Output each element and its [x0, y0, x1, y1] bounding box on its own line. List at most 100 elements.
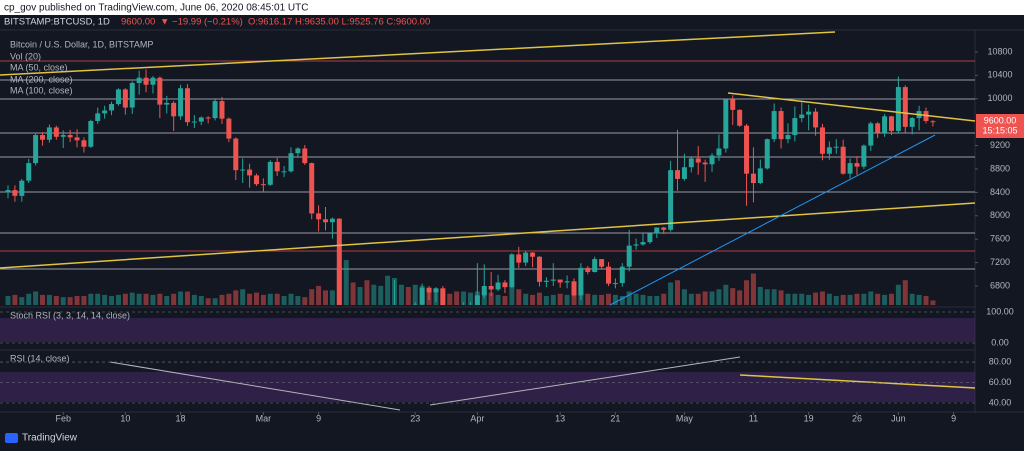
level-lines — [0, 60, 975, 270]
candle-body — [122, 89, 128, 108]
candle-body — [226, 118, 232, 139]
candle-body — [819, 127, 825, 154]
volume-bar — [882, 294, 888, 305]
volume-bar — [744, 280, 750, 305]
candle-body — [688, 158, 694, 168]
volume-bar — [668, 282, 674, 305]
candle-body — [247, 169, 253, 176]
candle-body — [419, 287, 425, 305]
brand: TradingView — [22, 433, 78, 444]
candle-body — [813, 111, 819, 128]
volume-bar — [585, 293, 591, 305]
volume-bar — [819, 291, 825, 305]
candle-body — [543, 280, 549, 282]
candle-body — [12, 190, 18, 196]
volume-bar — [226, 293, 232, 305]
volume-bar — [661, 293, 667, 305]
candle-body — [309, 163, 315, 214]
volume-bar — [467, 292, 473, 305]
candle-body — [205, 117, 211, 119]
candle-body — [198, 117, 204, 122]
candle-body — [150, 77, 156, 85]
volume-bar — [764, 289, 770, 305]
candle-body — [433, 288, 439, 293]
x-tick-label: 11 — [749, 413, 758, 423]
volume-bar — [888, 293, 894, 305]
candle-body — [316, 213, 322, 220]
candle-body — [136, 77, 142, 83]
volume-bar — [771, 289, 777, 305]
candle-body — [771, 111, 777, 140]
publisher-bar — [0, 0, 1024, 15]
candle-body — [757, 168, 763, 184]
brand-logo — [5, 433, 18, 443]
volume-bar — [612, 294, 618, 305]
volume-bar — [571, 293, 577, 305]
candle-body — [53, 127, 59, 137]
candle-body — [5, 190, 11, 193]
candle-body — [619, 266, 625, 284]
candle-body — [426, 287, 432, 293]
y-tick-label: 7200 — [990, 257, 1010, 267]
volume-bar — [164, 296, 170, 305]
candle-body — [81, 140, 87, 147]
candle-body — [806, 111, 812, 115]
legend-entry: MA (50, close) — [10, 62, 68, 72]
volume-bar — [723, 284, 729, 305]
y-tick-label: 40.00 — [989, 397, 1012, 407]
candle-body — [516, 254, 522, 263]
candle-body — [675, 170, 681, 179]
candle-body — [191, 121, 197, 123]
volume-bar — [647, 296, 653, 305]
volume-bar — [150, 294, 156, 305]
volume-bar — [157, 293, 163, 305]
publisher: cp_gov published on TradingView.com, Jun… — [4, 3, 308, 14]
volume-bar — [757, 287, 763, 305]
candle-body — [826, 147, 832, 154]
candle-body — [267, 161, 273, 185]
x-tick-label: 26 — [852, 413, 862, 423]
volume-bar — [267, 293, 273, 305]
panel-label: RSI (14, close) — [10, 353, 70, 363]
legend-entry: MA (200, close) — [10, 74, 73, 84]
volume-bar — [274, 293, 280, 305]
y-tick-label: 7600 — [990, 234, 1010, 244]
volume-bar — [398, 284, 404, 305]
candle-body — [605, 266, 611, 284]
volume-bar — [364, 280, 370, 305]
candle-body — [488, 285, 494, 290]
candle-body — [557, 279, 563, 283]
legend-entry: Bitcoin / U.S. Dollar, 1D, BITSTAMP — [10, 39, 153, 49]
price-label: 9600.00 — [984, 115, 1017, 125]
panel-label: Stoch RSI (3, 3, 14, 14, close) — [10, 310, 130, 320]
volume-bar — [792, 293, 798, 305]
volume-bar — [323, 290, 329, 305]
candle-body — [709, 155, 715, 165]
candle-body — [26, 163, 32, 181]
candle-body — [654, 227, 660, 234]
trendline — [0, 202, 976, 269]
volume-bar — [40, 294, 46, 305]
candle-body — [571, 281, 577, 296]
legend-entry: MA (100, close) — [10, 85, 73, 95]
candle-body — [88, 121, 94, 147]
candle-body — [536, 256, 542, 282]
volume-bar — [702, 291, 708, 305]
candle-body — [274, 161, 280, 172]
volume-bar — [350, 282, 356, 305]
volume-bar — [681, 289, 687, 305]
x-tick-label: 10 — [120, 413, 130, 423]
volume-bar — [599, 294, 605, 305]
candle-body — [164, 102, 170, 105]
candle-body — [868, 123, 874, 146]
candle-body — [95, 113, 101, 122]
volume-bar — [171, 293, 177, 305]
countdown: 15:15:05 — [982, 125, 1017, 135]
candle-body — [888, 116, 894, 131]
candle-body — [695, 158, 701, 163]
volume-bar — [695, 293, 701, 305]
volume-bar — [840, 294, 846, 305]
candle-body — [930, 121, 936, 123]
volume-bar — [19, 297, 25, 305]
volume-bar — [750, 273, 756, 305]
